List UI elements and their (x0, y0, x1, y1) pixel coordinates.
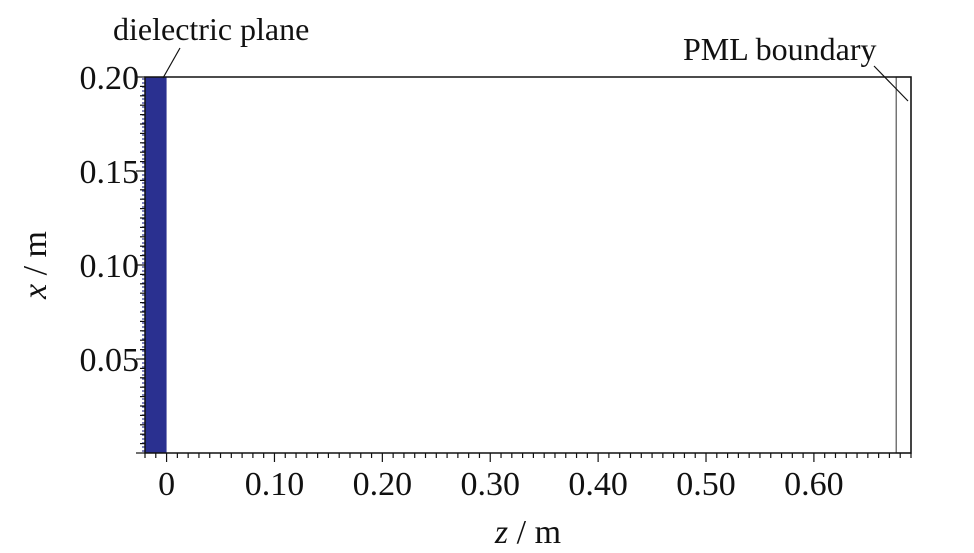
tick-labels-layer: 0 0.10 0.20 0.30 0.40 0.50 0.60 0.05 0.10 0.15 0.2… (80, 60, 844, 503)
x-axis-variable: z (494, 514, 508, 551)
dielectric-plane-leader-line (162, 47, 181, 79)
tick-marks-layer (136, 76, 912, 462)
y-tick-label: 0.20 (80, 60, 140, 97)
y-axis-variable: x (17, 284, 54, 300)
x-tick-label: 0.60 (784, 466, 844, 503)
x-tick-label: 0.50 (676, 466, 736, 503)
y-tick-label: 0.10 (80, 248, 140, 285)
annotations-layer: dielectric plane PML boundary (113, 11, 909, 102)
y-tick-label: 0.15 (80, 154, 140, 191)
plot-frame (144, 76, 912, 454)
x-tick-label: 0 (158, 466, 175, 503)
pml-boundary-leader-line (873, 65, 909, 102)
pml-boundary-region (895, 76, 912, 454)
regions-layer (142, 76, 912, 454)
x-axis-unit: / m (508, 514, 561, 551)
pml-boundary-label: PML boundary (683, 31, 876, 67)
dielectric-plane-label: dielectric plane (113, 11, 309, 47)
x-tick-label: 0.10 (245, 466, 305, 503)
x-tick-label: 0.20 (353, 466, 413, 503)
y-axis-unit: / m (17, 231, 54, 284)
y-axis-title: x / m (17, 231, 54, 300)
dielectric-plane-region (145, 77, 167, 453)
x-tick-label: 0.40 (568, 466, 628, 503)
x-tick-label: 0.30 (460, 466, 520, 503)
x-axis-title: z / m (494, 514, 561, 551)
y-tick-label: 0.05 (80, 342, 140, 379)
axes-layer (144, 76, 912, 454)
